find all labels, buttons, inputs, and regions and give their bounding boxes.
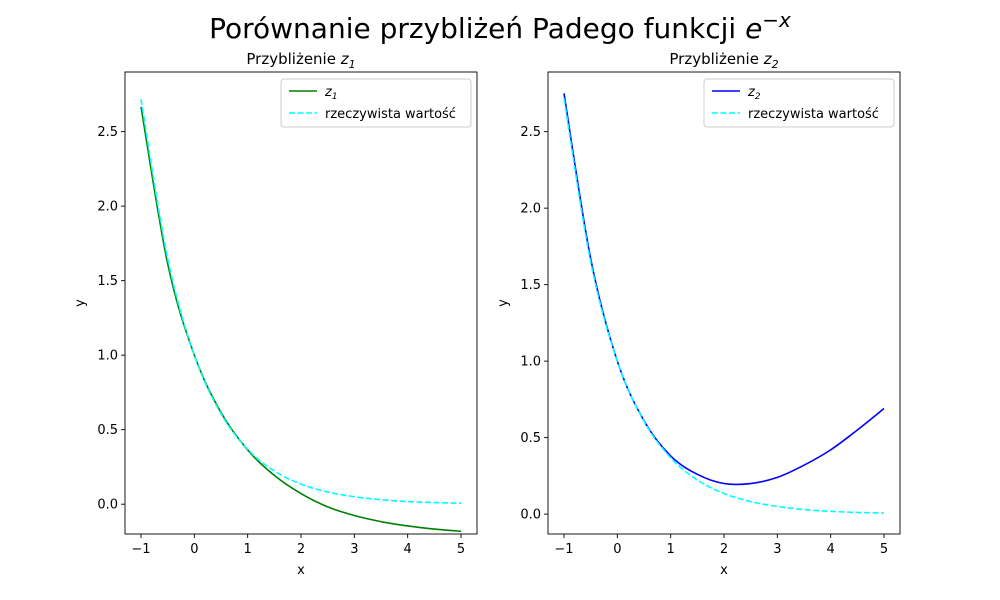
legend-box <box>703 78 895 128</box>
y-tick-label: 0.0 <box>520 508 541 523</box>
subplot-title: Przybliżenie z2 <box>669 50 778 71</box>
series-line-approximation <box>140 106 462 533</box>
x-tick-label: 2 <box>297 542 305 557</box>
y-axis-label: y <box>73 299 88 307</box>
y-axis-label: y <box>496 299 511 307</box>
x-tick-label: 1 <box>244 542 252 557</box>
legend: z2 rzeczywista wartość <box>703 78 895 128</box>
subplot-z1: Przybliżenie z1 −1 0 1 2 3 4 5 0.0 0.5 1.0 1.5 2.0 2.… <box>73 50 478 578</box>
legend-label: z1 <box>324 85 338 102</box>
x-tick-label: 5 <box>880 542 888 557</box>
x-tick-label: 4 <box>827 542 835 557</box>
x-tick-label: 3 <box>350 542 358 557</box>
y-tick-label: 1.0 <box>97 349 118 364</box>
subplot-title: Przybliżenie z1 <box>246 50 355 71</box>
y-tick-label: 1.5 <box>97 274 118 289</box>
legend-label: z2 <box>747 85 761 102</box>
legend-box <box>280 78 472 128</box>
x-axis-label: x <box>720 563 728 578</box>
subplot-z2: Przybliżenie z2 −1 0 1 2 3 4 5 0.0 0.5 1.0 1.5 2.0 2.… <box>496 50 901 578</box>
series-line-true-value <box>140 98 462 504</box>
legend-label: rzeczywista wartość <box>325 107 456 122</box>
x-tick-label: −1 <box>554 542 573 557</box>
y-tick-label: 1.0 <box>520 355 541 370</box>
series-line-approximation <box>563 93 885 486</box>
x-axis-label: x <box>297 563 305 578</box>
y-tick-label: 2.5 <box>520 125 541 140</box>
x-tick-label: 2 <box>720 542 728 557</box>
legend: z1 rzeczywista wartość <box>280 78 472 128</box>
y-tick-label: 0.5 <box>97 423 118 438</box>
y-tick-label: 0.5 <box>520 431 541 446</box>
y-tick-label: 2.5 <box>97 125 118 140</box>
figure-title: Porównanie przybliżeń Padego funkcji e−x <box>209 8 791 45</box>
y-tick-label: 0.0 <box>97 498 118 513</box>
x-tick-label: 3 <box>773 542 781 557</box>
legend-label: rzeczywista wartość <box>748 107 879 122</box>
y-tick-label: 1.5 <box>520 278 541 293</box>
x-tick-label: −1 <box>131 542 150 557</box>
x-tick-label: 5 <box>457 542 465 557</box>
x-tick-label: 4 <box>404 542 412 557</box>
x-tick-label: 1 <box>667 542 675 557</box>
y-tick-label: 2.0 <box>520 202 541 217</box>
y-tick-label: 2.0 <box>97 200 118 215</box>
x-tick-label: 0 <box>613 542 621 557</box>
series-line-true-value <box>563 98 885 514</box>
x-tick-label: 0 <box>190 542 198 557</box>
